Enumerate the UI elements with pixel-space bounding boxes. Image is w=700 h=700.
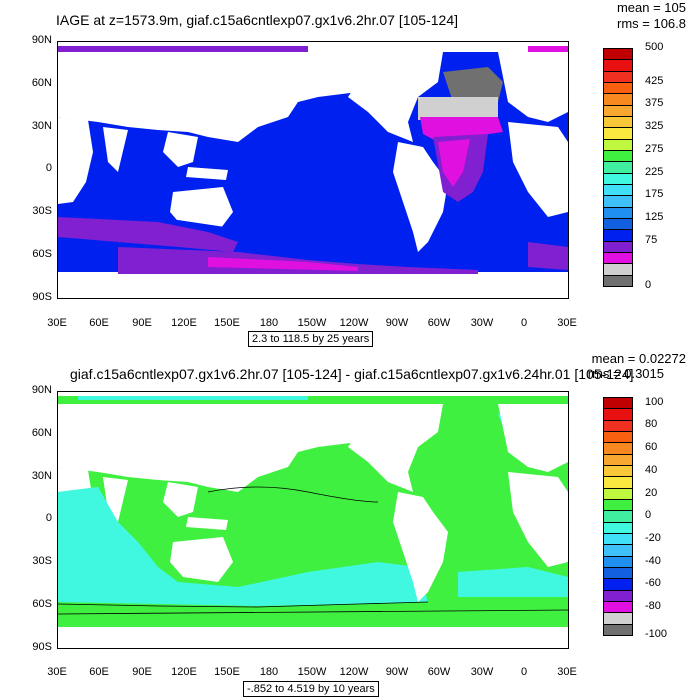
ytick-bottom-1: 60N — [31, 427, 52, 439]
xtick-bottom-8: 90W — [385, 666, 409, 678]
cb-bottom-label-0: 100 — [645, 396, 664, 408]
cb-bottom-label-7: -40 — [645, 555, 661, 567]
xtick-top-7: 120W — [339, 317, 369, 329]
xtick-bottom-10: 30W — [470, 666, 494, 678]
xtick-top-10: 30W — [470, 317, 494, 329]
land-eurasia-top — [58, 52, 358, 142]
cb-bottom-label-8: -60 — [645, 577, 661, 589]
xtick-top-9: 60W — [427, 317, 451, 329]
rms-stat-top: rms = 106.8 — [616, 16, 686, 31]
cb-bottom-label-9: -80 — [645, 600, 661, 612]
range-label-bottom: -.852 to 4.519 by 10 years — [243, 681, 379, 697]
land-south-america-top — [393, 142, 448, 252]
ytick-top-2: 30N — [31, 120, 52, 132]
cb-top-label-4: 275 — [645, 143, 664, 155]
cb-top-label-7: 125 — [645, 211, 664, 223]
mean-stat-bottom: mean = 0.02272 — [591, 351, 686, 366]
cb-bottom-label-1: 80 — [645, 418, 658, 430]
ytick-top-4: 30S — [32, 205, 52, 217]
xtick-bottom-11: 0 — [520, 666, 528, 678]
cb-top-label-9: 0 — [645, 279, 652, 291]
cb-bottom-label-10: -100 — [645, 628, 668, 640]
colorbar-bottom: 100 80 60 40 20 0 -20 -40 -60 -80 -100 — [603, 396, 693, 642]
xtick-top-12: 30E — [557, 317, 577, 329]
ytick-bottom-4: 30S — [32, 555, 52, 567]
xtick-bottom-7: 120W — [339, 666, 369, 678]
ytick-top-3: 0 — [45, 162, 52, 174]
ytick-bottom-2: 30N — [31, 470, 52, 482]
ytick-bottom-5: 60S — [32, 598, 52, 610]
xtick-bottom-0: 30E — [47, 666, 67, 678]
map-plot-bottom — [57, 391, 569, 649]
region-cyan-south — [58, 487, 428, 606]
map-svg-bottom — [58, 392, 568, 648]
ytick-top-6: 90S — [32, 291, 52, 303]
xtick-top-1: 60E — [89, 317, 109, 329]
colorbar-top: 500 425 375 325 275 225 175 125 75 0 — [603, 41, 693, 291]
land-antarctica-bottom — [58, 627, 568, 648]
ytick-bottom-6: 90S — [32, 641, 52, 653]
xtick-bottom-1: 60E — [89, 666, 109, 678]
land-north-america-top — [348, 52, 443, 142]
cb-bottom-label-4: 20 — [645, 487, 658, 499]
cb-bottom-label-6: -20 — [645, 532, 661, 544]
xtick-bottom-5: 180 — [259, 666, 279, 678]
ytick-top-5: 60S — [32, 248, 52, 260]
xtick-bottom-3: 120E — [171, 666, 197, 678]
ytick-top-0: 90N — [31, 34, 52, 46]
land-africa-right-top — [508, 122, 568, 217]
xtick-top-4: 150E — [214, 317, 240, 329]
rms-stat-bottom: rms = 0.3015 — [587, 366, 664, 381]
xtick-bottom-6: 150W — [297, 666, 327, 678]
ytick-bottom-3: 0 — [45, 512, 52, 524]
xtick-top-11: 0 — [520, 317, 528, 329]
cb-top-label-0: 500 — [645, 41, 664, 53]
cb-top-label-3: 325 — [645, 120, 664, 132]
cb-bottom-swatch-20 — [603, 623, 633, 636]
chart-title-bottom: giaf.c15a6cntlexp07.gx1v6.2hr.07 [105-12… — [70, 366, 634, 382]
xtick-top-8: 90W — [385, 317, 409, 329]
xtick-top-6: 150W — [297, 317, 327, 329]
range-label-top: 2.3 to 118.5 by 25 years — [248, 331, 374, 347]
xtick-bottom-4: 150E — [214, 666, 240, 678]
cb-top-label-5: 225 — [645, 166, 664, 178]
cb-top-label-8: 75 — [645, 234, 658, 246]
map-svg-top — [58, 42, 568, 298]
mean-stat-top: mean = 105 — [616, 0, 686, 15]
xtick-top-2: 90E — [132, 317, 152, 329]
chart-title-top: IAGE at z=1573.9m, giaf.c15a6cntlexp07.g… — [56, 12, 458, 28]
xtick-bottom-12: 30E — [557, 666, 577, 678]
land-africa-left-top — [58, 117, 93, 204]
xtick-bottom-2: 90E — [132, 666, 152, 678]
cb-bottom-label-2: 60 — [645, 441, 658, 453]
land-eurasia-bottom — [58, 404, 358, 492]
xtick-bottom-9: 60W — [427, 666, 451, 678]
land-australia-top — [170, 187, 233, 232]
xtick-top-3: 120E — [171, 317, 197, 329]
cb-top-label-2: 375 — [645, 97, 664, 109]
land-antarctica-top — [58, 272, 568, 298]
cb-bottom-label-3: 40 — [645, 464, 658, 476]
cb-top-label-1: 425 — [645, 75, 664, 87]
cb-bottom-label-5: 0 — [645, 509, 652, 521]
map-plot-top — [57, 41, 569, 299]
cb-top-label-6: 175 — [645, 188, 664, 200]
cb-top-swatch-20 — [603, 274, 633, 287]
xtick-top-0: 30E — [47, 317, 67, 329]
land-australia-bottom — [170, 537, 233, 582]
ytick-bottom-0: 90N — [31, 384, 52, 396]
xtick-top-5: 180 — [259, 317, 279, 329]
land-north-america-bottom — [348, 404, 443, 492]
ytick-top-1: 60N — [31, 77, 52, 89]
